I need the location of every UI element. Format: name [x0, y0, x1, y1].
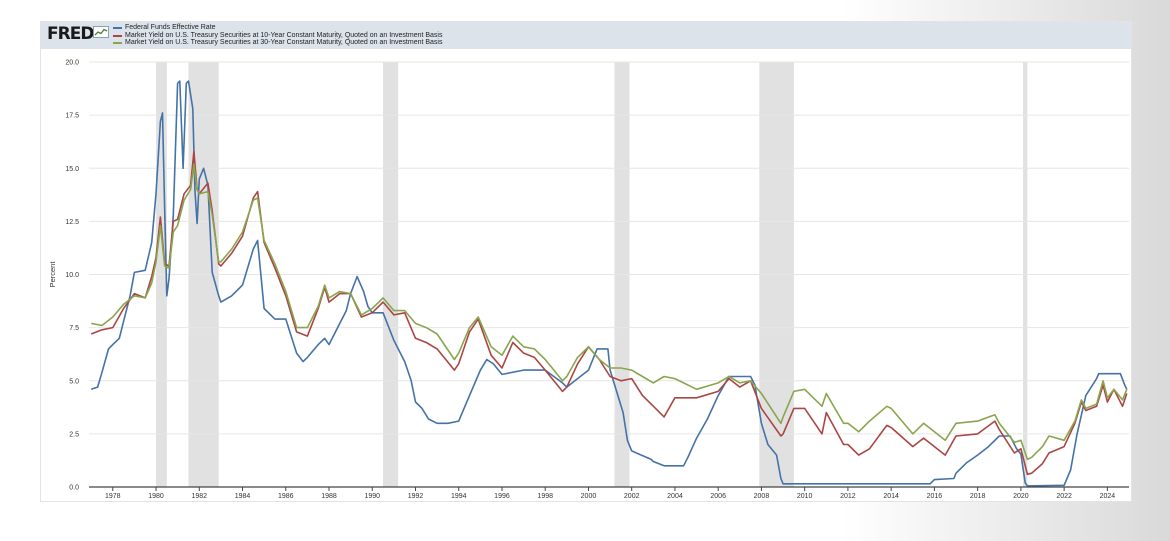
x-tick-label: 2012 — [840, 493, 856, 500]
fred-logo: FRED — [47, 24, 94, 44]
x-tick-label: 2006 — [710, 493, 726, 500]
y-tick-label: 20.0 — [65, 60, 79, 67]
y-tick-label: 5.0 — [69, 378, 79, 385]
x-tick-label: 1990 — [364, 493, 380, 500]
x-tick-label: 2024 — [1100, 493, 1116, 500]
y-tick-label: 2.5 — [69, 431, 79, 438]
x-tick-label: 2022 — [1056, 493, 1072, 500]
x-tick-label: 2008 — [754, 493, 770, 500]
x-tick-label: 2004 — [667, 493, 683, 500]
x-tick-label: 2018 — [970, 493, 986, 500]
x-tick-label: 2016 — [927, 493, 943, 500]
x-tick-label: 1984 — [235, 493, 251, 500]
x-tick-label: 1994 — [451, 493, 467, 500]
x-tick-label: 1988 — [321, 493, 337, 500]
legend-label: Federal Funds Effective Rate — [125, 24, 216, 31]
fred-logo-icon — [93, 26, 109, 38]
x-tick-label: 2000 — [581, 493, 597, 500]
x-tick-label: 2002 — [624, 493, 640, 500]
series-line-2 — [90, 150, 1128, 476]
gridlines — [89, 61, 1129, 435]
series-lines — [90, 80, 1128, 487]
x-tick-label: 1998 — [537, 493, 553, 500]
chart-canvas: 0.0 2.5 5.0 7.5 10.0 12.5 15.0 17.5 20.0 1978 1980… — [48, 60, 1129, 500]
legend-swatch — [113, 34, 122, 37]
y-tick-label: 0.0 — [69, 485, 79, 492]
chart-header: FRED Federal Funds Effective Rate Market … — [41, 22, 1131, 49]
x-tick-label: 1982 — [191, 493, 207, 500]
x-tick-label: 1996 — [494, 493, 510, 500]
x-tick-label: 1980 — [148, 493, 164, 500]
x-tick-label: 1992 — [408, 493, 424, 500]
legend-swatch — [113, 27, 122, 29]
x-tick-label: 2020 — [1013, 493, 1029, 500]
series-line-3 — [91, 163, 1128, 461]
x-tick-label: 2010 — [797, 493, 813, 500]
legend-item: Market Yield on U.S. Treasury Securities… — [113, 39, 443, 47]
legend-label: Market Yield on U.S. Treasury Securities… — [125, 39, 443, 46]
chart-legend: Federal Funds Effective Rate Market Yield… — [113, 24, 443, 47]
legend-item: Market Yield on U.S. Treasury Securities… — [113, 32, 443, 40]
y-axis-title: Percent — [48, 261, 57, 288]
x-tick-label: 1986 — [278, 493, 294, 500]
x-tick-label: 2014 — [883, 493, 899, 500]
x-tick-label: 1978 — [105, 493, 121, 500]
chart-panel: FRED Federal Funds Effective Rate Market … — [40, 21, 1132, 502]
axes: 0.0 2.5 5.0 7.5 10.0 12.5 15.0 17.5 20.0 1978 1980… — [48, 60, 1129, 500]
legend-label: Market Yield on U.S. Treasury Securities… — [125, 31, 443, 39]
y-tick-label: 7.5 — [69, 325, 79, 332]
y-tick-label: 17.5 — [65, 113, 79, 120]
y-tick-label: 15.0 — [65, 166, 79, 173]
y-tick-label: 12.5 — [65, 219, 79, 226]
legend-swatch — [113, 42, 122, 44]
series-line-1 — [90, 80, 1128, 487]
legend-item: Federal Funds Effective Rate — [113, 24, 443, 32]
y-tick-label: 10.0 — [65, 272, 79, 279]
